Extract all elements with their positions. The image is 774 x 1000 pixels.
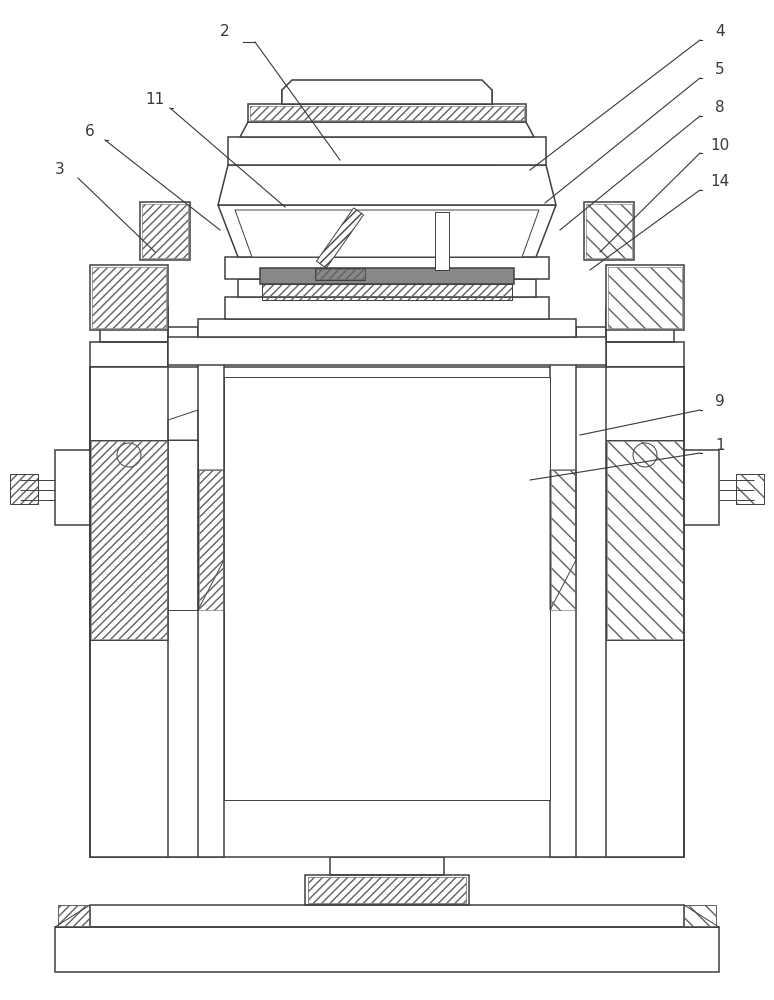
Bar: [90, 905, 684, 927]
Bar: [90, 265, 168, 330]
Bar: [55, 927, 719, 972]
Text: 5: 5: [715, 62, 724, 78]
Bar: [142, 204, 188, 258]
Bar: [551, 470, 576, 610]
Text: 6: 6: [85, 124, 95, 139]
Text: 14: 14: [711, 174, 730, 190]
Bar: [10, 474, 38, 504]
Bar: [58, 905, 90, 927]
Bar: [606, 342, 684, 367]
Bar: [250, 106, 524, 120]
Bar: [90, 342, 168, 367]
Bar: [262, 284, 512, 300]
Bar: [90, 367, 168, 857]
Bar: [606, 367, 684, 857]
Bar: [684, 905, 716, 927]
Text: 11: 11: [146, 93, 165, 107]
Bar: [684, 450, 719, 525]
Bar: [10, 474, 38, 504]
Bar: [199, 470, 224, 610]
Polygon shape: [218, 205, 556, 257]
Bar: [262, 284, 512, 300]
Bar: [606, 307, 664, 322]
Text: 1: 1: [715, 438, 724, 452]
Bar: [308, 877, 466, 903]
Bar: [91, 605, 168, 857]
Polygon shape: [317, 208, 364, 268]
Bar: [248, 104, 526, 122]
Polygon shape: [282, 80, 492, 104]
Bar: [260, 268, 514, 284]
Text: 4: 4: [715, 24, 724, 39]
Bar: [576, 327, 606, 857]
Text: 3: 3: [55, 162, 65, 178]
Bar: [168, 327, 198, 857]
Bar: [606, 367, 684, 857]
Bar: [55, 450, 90, 525]
Bar: [606, 265, 684, 330]
Polygon shape: [235, 210, 539, 257]
Bar: [608, 267, 682, 328]
Bar: [316, 269, 365, 279]
Bar: [584, 202, 634, 260]
Polygon shape: [218, 165, 556, 205]
Bar: [110, 307, 168, 322]
Bar: [435, 212, 449, 270]
Bar: [90, 367, 168, 857]
Bar: [198, 319, 576, 337]
Text: 9: 9: [715, 394, 725, 410]
Text: 8: 8: [715, 101, 724, 115]
Bar: [586, 204, 632, 258]
Bar: [736, 474, 764, 504]
Bar: [606, 322, 674, 342]
Polygon shape: [240, 122, 534, 137]
Bar: [140, 202, 190, 260]
Bar: [550, 327, 576, 857]
Bar: [91, 441, 168, 639]
Bar: [736, 474, 764, 504]
Bar: [284, 139, 490, 163]
Bar: [92, 267, 166, 328]
Bar: [225, 297, 549, 319]
Bar: [282, 137, 492, 165]
Text: 10: 10: [711, 137, 730, 152]
Bar: [305, 875, 469, 905]
Bar: [330, 857, 444, 875]
Bar: [282, 90, 492, 104]
Bar: [607, 605, 684, 857]
Bar: [224, 377, 550, 800]
Bar: [198, 327, 224, 857]
Polygon shape: [228, 137, 546, 165]
Bar: [238, 279, 536, 297]
Bar: [168, 337, 606, 365]
Bar: [225, 257, 549, 279]
Bar: [90, 367, 684, 857]
Text: 2: 2: [220, 24, 230, 39]
Bar: [607, 441, 684, 639]
Bar: [100, 322, 168, 342]
